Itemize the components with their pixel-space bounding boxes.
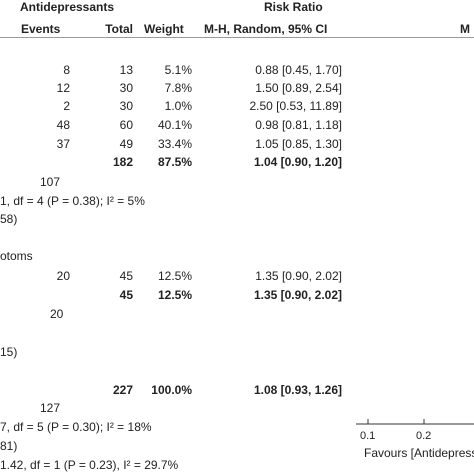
g1-row5-events: 37 — [56, 137, 70, 151]
overall-weight: 100.0% — [151, 383, 192, 397]
header-col-method: M-H, Random, 95% CI — [204, 22, 328, 36]
g1-row4-weight: 40.1% — [157, 118, 192, 132]
g1-subtotal-ci: 1.04 [0.90, 1.20] — [253, 155, 342, 169]
g1-row1-ci: 0.88 [0.45, 1.70] — [255, 63, 342, 77]
g1-row2-total: 30 — [119, 81, 133, 95]
g1-row2-weight: 7.8% — [164, 81, 192, 95]
g1-row3-ci: 2.50 [0.53, 11.89] — [249, 99, 342, 113]
header-col-events: Events — [21, 22, 61, 36]
g1-heterogeneity: 1, df = 4 (P = 0.38); I² = 5% — [0, 194, 145, 208]
overall-effect: 81) — [0, 439, 18, 453]
g1-row2-ci: 1.50 [0.89, 2.54] — [255, 81, 342, 95]
g2-row1-weight: 12.5% — [157, 269, 192, 283]
g2-row1-events: 20 — [56, 269, 70, 283]
g1-events-total: 107 — [40, 175, 61, 189]
g1-row2-events: 12 — [56, 81, 70, 95]
g2-subtotal-total: 45 — [119, 288, 133, 302]
g1-row5-weight: 33.4% — [157, 137, 192, 151]
g1-row5-ci: 1.05 [0.85, 1.30] — [255, 137, 342, 151]
g1-subtotal-total: 182 — [112, 155, 133, 169]
overall-heterogeneity: 7, df = 5 (P = 0.30); I² = 18% — [0, 420, 152, 434]
header-group-left: Antidepressants — [20, 0, 115, 14]
g1-row5-total: 49 — [119, 137, 133, 151]
header-rule — [0, 37, 474, 38]
axis-tick-label-0.1: 0.1 — [360, 430, 376, 442]
g2-subtotal-weight: 12.5% — [157, 288, 192, 302]
g2-row1-ci: 1.35 [0.90, 2.02] — [255, 269, 342, 283]
g1-row3-events: 2 — [63, 99, 70, 113]
g2-overall-effect: 15) — [0, 345, 18, 359]
axis-tick-label-0.2: 0.2 — [416, 430, 432, 442]
overall-events-total: 127 — [40, 401, 61, 415]
g2-row1-total: 45 — [119, 269, 133, 283]
g2-subtotal-ci: 1.35 [0.90, 2.02] — [253, 288, 342, 302]
g2-events-total: 20 — [50, 307, 64, 321]
header-col-total: Total — [105, 22, 133, 36]
g1-row4-total: 60 — [119, 118, 133, 132]
subgroup-differences: 1.42, df = 1 (P = 0.23), I² = 29.7% — [0, 458, 179, 472]
g1-row1-weight: 5.1% — [164, 63, 192, 77]
g2-title: otoms — [0, 249, 33, 263]
g1-row3-weight: 1.0% — [164, 99, 192, 113]
g1-row1-events: 8 — [63, 63, 70, 77]
header-group-mid: Risk Ratio — [264, 0, 323, 14]
g1-row3-total: 30 — [119, 99, 133, 113]
g1-subtotal-weight: 87.5% — [157, 155, 192, 169]
g1-overall-effect: 58) — [0, 212, 18, 226]
favours-left-label: Favours [Antidepress — [364, 446, 474, 460]
header-col-weight: Weight — [144, 22, 184, 36]
overall-total: 227 — [112, 383, 133, 397]
header-group-right: M — [460, 22, 470, 36]
g1-row4-events: 48 — [56, 118, 70, 132]
g1-row4-ci: 0.98 [0.81, 1.18] — [255, 118, 342, 132]
g1-row1-total: 13 — [119, 63, 133, 77]
overall-ci: 1.08 [0.93, 1.26] — [253, 383, 342, 397]
